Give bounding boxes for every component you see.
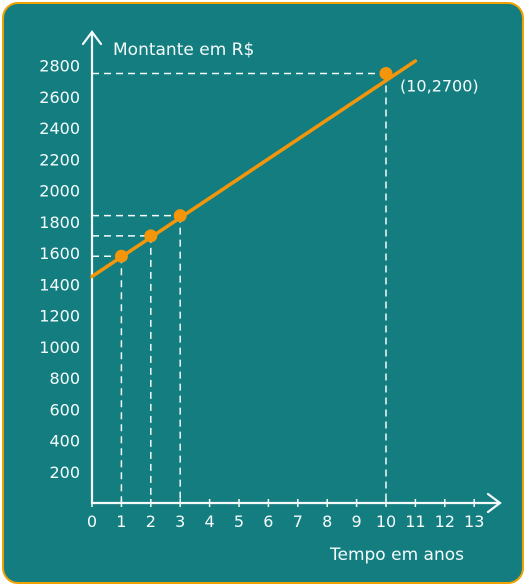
y-tick-label: 800 bbox=[49, 369, 80, 388]
y-tick-label: 1400 bbox=[39, 275, 80, 294]
y-tick-label: 200 bbox=[49, 463, 80, 482]
data-point bbox=[173, 209, 187, 223]
data-point bbox=[114, 249, 128, 263]
x-tick-label: 13 bbox=[464, 512, 484, 531]
y-tick-label: 1800 bbox=[39, 213, 80, 232]
x-axis-arrow bbox=[486, 492, 502, 514]
tick-labels: 0 1 2 3 4 5 6 7 8 9 10 11 12 132004006008001000120014… bbox=[39, 57, 484, 531]
series-line bbox=[90, 59, 418, 279]
x-axis-title: Tempo em anos bbox=[329, 545, 464, 565]
x-tick-label: 10 bbox=[376, 512, 396, 531]
y-tick-label: 2400 bbox=[39, 119, 80, 138]
x-tick-label: 0 bbox=[87, 512, 97, 531]
x-tick-label: 3 bbox=[175, 512, 185, 531]
y-tick-label: 1000 bbox=[39, 338, 80, 357]
y-axis-title: Montante em R$ bbox=[113, 40, 254, 60]
x-tick-label: 12 bbox=[435, 512, 455, 531]
y-tick-label: 600 bbox=[49, 400, 80, 419]
y-tick-label: 1600 bbox=[39, 244, 80, 263]
guide-lines bbox=[92, 72, 387, 503]
x-tick-label: 9 bbox=[352, 512, 362, 531]
x-tick-label: 6 bbox=[263, 512, 273, 531]
y-axis-arrow bbox=[81, 30, 103, 46]
data-point bbox=[144, 229, 158, 243]
x-tick-label: 5 bbox=[234, 512, 244, 531]
x-tick-label: 4 bbox=[205, 512, 215, 531]
point-annotation: (10,2700) bbox=[400, 76, 479, 95]
y-tick-label: 2800 bbox=[39, 57, 80, 76]
data-point bbox=[379, 66, 393, 80]
y-tick-label: 1200 bbox=[39, 307, 80, 326]
y-tick-label: 2000 bbox=[39, 182, 80, 201]
y-tick-label: 2200 bbox=[39, 150, 80, 169]
y-tick-label: 2600 bbox=[39, 88, 80, 107]
series bbox=[90, 59, 418, 279]
y-tick-label: 400 bbox=[49, 432, 80, 451]
x-tick-label: 2 bbox=[146, 512, 156, 531]
x-tick-label: 8 bbox=[322, 512, 332, 531]
x-tick-label: 1 bbox=[116, 512, 126, 531]
x-tick-label: 7 bbox=[293, 512, 303, 531]
axes bbox=[81, 30, 502, 514]
x-tick-label: 11 bbox=[405, 512, 425, 531]
